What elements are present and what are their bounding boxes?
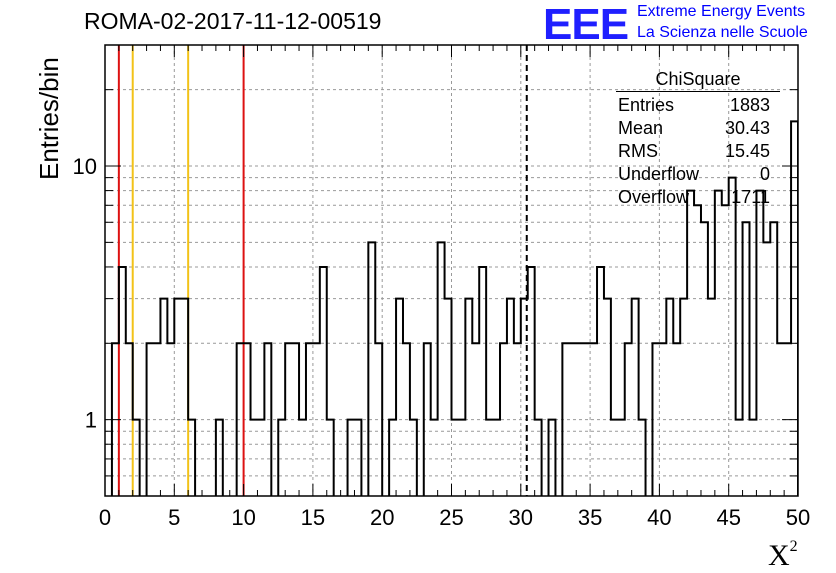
x-axis-label: X2 [768,538,798,573]
eee-logo-line2: La Scienza nelle Scuole [637,24,808,41]
stats-value: 1711 [731,187,770,207]
stats-key: Overflow [618,187,690,207]
stats-key: Mean [618,118,664,138]
stats-key: RMS [618,141,658,161]
threshold-lines [117,45,528,496]
stats-box: ChiSquare Entries 1883 Mean 30.43 RMS 15.45… [610,67,780,212]
stats-value: 15.45 [724,141,770,161]
stats-box-title: ChiSquare [616,67,780,92]
histogram-line [110,120,798,496]
stats-value: 1883 [729,95,770,115]
x-tick-label: 30 [509,505,533,530]
stats-value: 30.43 [724,118,770,138]
stats-row-entries: Entries 1883 [610,94,780,117]
x-tick-label: 25 [439,505,463,530]
stats-key: Underflow [618,164,700,184]
eee-logo-line1: Extreme Energy Events [637,3,806,20]
x-tick-label: 45 [716,505,740,530]
stats-row-overflow: Overflow 1711 [610,186,780,209]
stats-row-mean: Mean 30.43 [610,117,780,140]
x-axis-label-symbol: X [768,539,790,572]
x-tick-label: 40 [647,505,671,530]
stats-value: 0 [759,164,770,184]
chart-title: ROMA-02-2017-11-12-00519 [84,8,382,34]
x-tick-label: 15 [301,505,325,530]
eee-logo: EEE [543,0,629,49]
x-axis-label-superscript: 2 [789,538,798,555]
x-tick-label: 50 [786,505,810,530]
stats-row-rms: RMS 15.45 [610,140,780,163]
x-tick-label: 35 [578,505,602,530]
y-axis-label: Entries/bin [34,57,64,180]
x-tick-label: 20 [370,505,394,530]
x-tick-label: 10 [231,505,255,530]
stats-row-underflow: Underflow 0 [610,163,780,186]
histogram-bins [110,120,798,496]
stats-key: Entries [618,95,675,115]
axis-ticks [104,45,799,496]
y-tick-label: 10 [73,154,97,179]
axis-tick-labels: 0 5 10 15 20 25 30 35 40 45 50 1 10 [73,154,811,530]
x-tick-label: 0 [99,505,111,530]
y-tick-label: 1 [85,408,97,433]
x-tick-label: 5 [168,505,180,530]
